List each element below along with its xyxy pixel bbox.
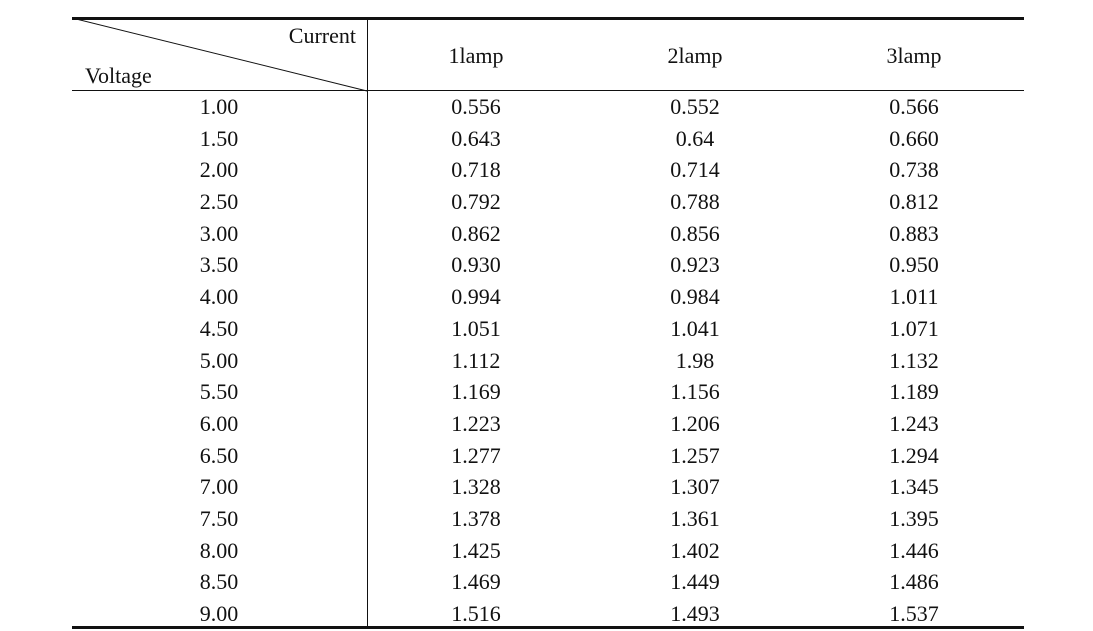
column-header-2lamp: 2lamp <box>667 43 723 68</box>
voltage-cell: 7.00 <box>199 474 239 500</box>
current-cell-3lamp: 1.189 <box>889 379 939 405</box>
voltage-cell: 4.50 <box>199 315 239 341</box>
voltage-cell: 8.50 <box>199 569 239 595</box>
voltage-cell: 2.00 <box>199 157 239 183</box>
voltage-cell: 1.00 <box>199 94 239 119</box>
current-cell-1lamp: 0.994 <box>451 284 501 310</box>
current-cell-2lamp: 1.402 <box>670 537 720 563</box>
current-cell-1lamp: 1.469 <box>451 569 501 595</box>
current-cell-3lamp: 1.537 <box>889 601 939 626</box>
table-row: 2.00 0.718 0.714 0.738 <box>72 155 1024 187</box>
current-cell-1lamp: 0.556 <box>451 94 501 119</box>
current-cell-3lamp: 0.812 <box>889 189 939 215</box>
voltage-cell: 5.50 <box>199 379 239 405</box>
current-cell-3lamp: 0.738 <box>889 157 939 183</box>
current-cell-2lamp: 1.156 <box>670 379 720 405</box>
top-rule <box>72 17 1024 20</box>
current-cell-3lamp: 1.132 <box>889 347 939 373</box>
table-row: 6.00 1.223 1.206 1.243 <box>72 409 1024 441</box>
corner-column-label: Current <box>288 23 356 48</box>
table-row: 3.50 0.930 0.923 0.950 <box>72 250 1024 282</box>
table-row: 8.00 1.425 1.402 1.446 <box>72 536 1024 568</box>
current-cell-2lamp: 1.98 <box>675 347 715 373</box>
voltage-cell: 5.00 <box>199 347 239 373</box>
current-cell-3lamp: 1.011 <box>889 284 939 310</box>
current-cell-1lamp: 1.223 <box>451 410 501 436</box>
current-cell-3lamp: 0.950 <box>889 252 939 278</box>
corner-row-label: Voltage <box>85 63 152 88</box>
current-cell-3lamp: 0.566 <box>889 94 939 119</box>
current-cell-3lamp: 0.660 <box>889 125 939 151</box>
column-header-1lamp: 1lamp <box>448 43 504 68</box>
current-cell-2lamp: 1.449 <box>670 569 720 595</box>
voltage-cell: 8.00 <box>199 537 239 563</box>
table-row: 7.00 1.328 1.307 1.345 <box>72 472 1024 504</box>
current-cell-2lamp: 1.307 <box>670 474 720 500</box>
column-divider <box>367 17 368 629</box>
current-cell-1lamp: 0.643 <box>451 125 501 151</box>
voltage-current-table: Current Voltage 1lamp 2lamp 3lamp 1.00 0.… <box>72 17 1024 629</box>
table-row: 5.50 1.169 1.156 1.189 <box>72 377 1024 409</box>
current-cell-2lamp: 0.714 <box>670 157 720 183</box>
table-row: 6.50 1.277 1.257 1.294 <box>72 441 1024 473</box>
current-cell-2lamp: 1.041 <box>670 315 720 341</box>
current-cell-1lamp: 1.051 <box>451 315 501 341</box>
current-cell-3lamp: 1.446 <box>889 537 939 563</box>
current-cell-2lamp: 1.206 <box>670 410 720 436</box>
current-cell-1lamp: 1.277 <box>451 442 501 468</box>
current-cell-2lamp: 0.64 <box>675 125 715 151</box>
voltage-cell: 1.50 <box>199 125 239 151</box>
current-cell-1lamp: 0.862 <box>451 220 501 246</box>
current-cell-2lamp: 0.856 <box>670 220 720 246</box>
voltage-cell: 6.00 <box>199 410 239 436</box>
current-cell-1lamp: 0.718 <box>451 157 501 183</box>
table-row: 9.00 1.516 1.493 1.537 <box>72 599 1024 631</box>
table-row: 1.00 0.556 0.552 0.566 <box>72 92 1024 124</box>
current-cell-1lamp: 1.378 <box>451 505 501 531</box>
current-cell-2lamp: 0.552 <box>670 94 720 119</box>
table-row: 4.50 1.051 1.041 1.071 <box>72 314 1024 346</box>
voltage-cell: 6.50 <box>199 442 239 468</box>
current-cell-1lamp: 0.792 <box>451 189 501 215</box>
current-cell-1lamp: 1.112 <box>451 347 501 373</box>
table-row: 8.50 1.469 1.449 1.486 <box>72 567 1024 599</box>
voltage-cell: 7.50 <box>199 505 239 531</box>
current-cell-3lamp: 1.345 <box>889 474 939 500</box>
current-cell-2lamp: 0.984 <box>670 284 720 310</box>
voltage-cell: 2.50 <box>199 189 239 215</box>
bottom-rule <box>72 626 1024 629</box>
current-cell-3lamp: 1.294 <box>889 442 939 468</box>
current-cell-2lamp: 1.361 <box>670 505 720 531</box>
table-row: 4.00 0.994 0.984 1.011 <box>72 282 1024 314</box>
current-cell-2lamp: 1.493 <box>670 601 720 626</box>
table-body: 1.00 0.556 0.552 0.566 1.50 0.643 0.64 0.660 2.0… <box>72 92 1024 631</box>
table-row: 7.50 1.378 1.361 1.395 <box>72 504 1024 536</box>
current-cell-1lamp: 1.169 <box>451 379 501 405</box>
table-row: 5.00 1.112 1.98 1.132 <box>72 346 1024 378</box>
current-cell-1lamp: 0.930 <box>451 252 501 278</box>
current-cell-1lamp: 1.516 <box>451 601 501 626</box>
voltage-cell: 4.00 <box>199 284 239 310</box>
table-row: 2.50 0.792 0.788 0.812 <box>72 187 1024 219</box>
current-cell-3lamp: 1.486 <box>889 569 939 595</box>
header-rule <box>72 90 1024 91</box>
corner-diagonal-line <box>72 17 368 92</box>
table-row: 3.00 0.862 0.856 0.883 <box>72 219 1024 251</box>
current-cell-3lamp: 1.243 <box>889 410 939 436</box>
current-cell-3lamp: 1.395 <box>889 505 939 531</box>
table-row: 1.50 0.643 0.64 0.660 <box>72 124 1024 156</box>
current-cell-3lamp: 1.071 <box>889 315 939 341</box>
voltage-cell: 9.00 <box>199 601 239 626</box>
current-cell-3lamp: 0.883 <box>889 220 939 246</box>
voltage-cell: 3.50 <box>199 252 239 278</box>
voltage-cell: 3.00 <box>199 220 239 246</box>
current-cell-2lamp: 1.257 <box>670 442 720 468</box>
current-cell-1lamp: 1.425 <box>451 537 501 563</box>
current-cell-2lamp: 0.923 <box>670 252 720 278</box>
current-cell-2lamp: 0.788 <box>670 189 720 215</box>
column-header-3lamp: 3lamp <box>886 43 942 68</box>
current-cell-1lamp: 1.328 <box>451 474 501 500</box>
